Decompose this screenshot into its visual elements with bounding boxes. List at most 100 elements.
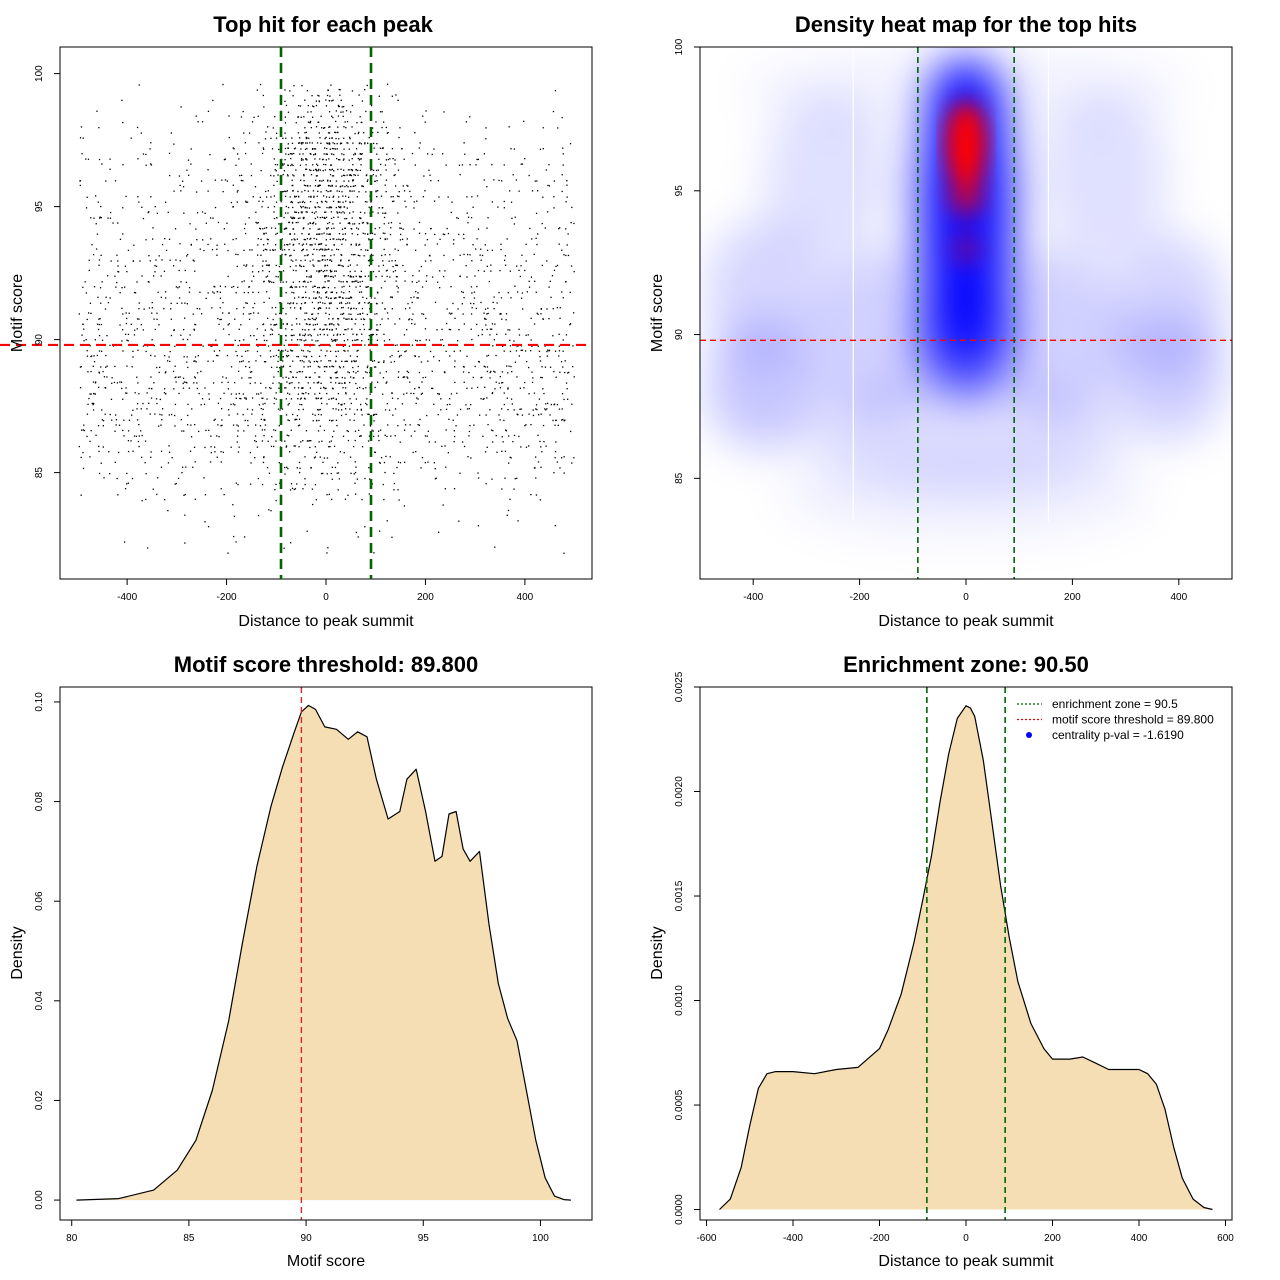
data-point — [552, 308, 554, 310]
data-point — [569, 291, 571, 294]
data-point — [155, 265, 158, 267]
data-point — [145, 153, 147, 156]
data-point — [486, 446, 488, 448]
data-point — [515, 350, 518, 352]
x-tick-label: 400 — [1170, 592, 1187, 603]
data-point — [395, 275, 398, 278]
data-point — [297, 116, 299, 118]
data-point — [341, 175, 343, 177]
data-point — [285, 445, 288, 447]
data-point — [115, 424, 117, 426]
data-point — [314, 344, 316, 346]
data-point — [509, 345, 512, 347]
data-point — [256, 89, 258, 91]
data-point — [340, 142, 342, 144]
data-point — [346, 184, 348, 187]
data-point — [501, 408, 503, 410]
data-point — [339, 296, 341, 298]
data-point — [366, 297, 368, 300]
data-point — [386, 435, 388, 438]
data-point — [293, 152, 295, 155]
data-point — [353, 393, 355, 395]
data-point — [352, 142, 354, 144]
data-point — [416, 297, 418, 299]
data-point — [466, 196, 468, 198]
data-point — [505, 313, 508, 315]
data-point — [325, 307, 328, 309]
data-point — [200, 370, 202, 373]
data-point — [483, 398, 485, 400]
data-point — [391, 308, 393, 310]
data-point — [277, 408, 280, 410]
data-point — [321, 233, 323, 235]
data-point — [260, 418, 262, 420]
data-point — [295, 259, 297, 261]
data-point — [301, 201, 304, 203]
data-point — [486, 370, 489, 373]
y-tick-label: 0.0005 — [674, 1089, 685, 1120]
legend-item: motif score threshold = 89.800 — [1017, 713, 1214, 727]
data-point — [514, 361, 517, 363]
data-point — [396, 276, 398, 278]
data-point — [317, 190, 319, 192]
data-point — [237, 451, 240, 453]
data-point — [283, 344, 285, 346]
data-point — [114, 430, 116, 432]
data-point — [361, 222, 364, 224]
data-point — [287, 175, 289, 177]
data-point — [351, 158, 353, 160]
data-point — [494, 388, 496, 390]
data-point — [339, 451, 341, 453]
data-point — [491, 328, 493, 330]
data-point — [305, 185, 307, 187]
data-point — [333, 430, 335, 432]
data-point — [377, 292, 379, 294]
data-point — [507, 509, 510, 512]
data-point — [371, 429, 373, 431]
data-point — [371, 333, 373, 336]
data-point — [467, 456, 469, 458]
data-point — [278, 270, 281, 273]
data-point — [387, 318, 389, 320]
data-point — [237, 344, 239, 347]
data-point — [331, 478, 333, 480]
data-point — [364, 142, 366, 144]
data-point — [250, 312, 252, 315]
data-point — [297, 387, 300, 389]
data-point — [366, 371, 368, 374]
data-point — [272, 318, 274, 321]
data-point — [238, 328, 240, 330]
data-point — [273, 281, 275, 284]
data-point — [326, 269, 328, 272]
data-point — [324, 302, 326, 305]
data-point — [404, 351, 406, 353]
data-point — [389, 254, 391, 256]
data-point — [351, 126, 353, 128]
data-point — [491, 323, 494, 325]
data-point — [383, 216, 386, 219]
data-point — [197, 355, 199, 357]
data-point — [309, 169, 311, 171]
data-point — [309, 446, 311, 449]
data-point — [556, 404, 559, 406]
data-point — [516, 291, 519, 293]
data-point — [313, 297, 315, 299]
data-point — [174, 345, 176, 347]
data-point — [297, 212, 300, 214]
data-point — [315, 238, 318, 240]
data-point — [399, 318, 401, 320]
data-point — [122, 429, 124, 432]
data-point — [435, 477, 437, 479]
data-point — [565, 382, 568, 384]
data-point — [336, 248, 338, 250]
data-point — [98, 386, 100, 388]
data-point — [326, 94, 329, 97]
data-point — [518, 355, 520, 357]
data-point — [299, 398, 302, 400]
data-point — [341, 228, 344, 230]
data-point — [251, 397, 254, 399]
data-point — [301, 142, 303, 144]
data-point — [277, 371, 279, 373]
data-point — [306, 142, 308, 144]
